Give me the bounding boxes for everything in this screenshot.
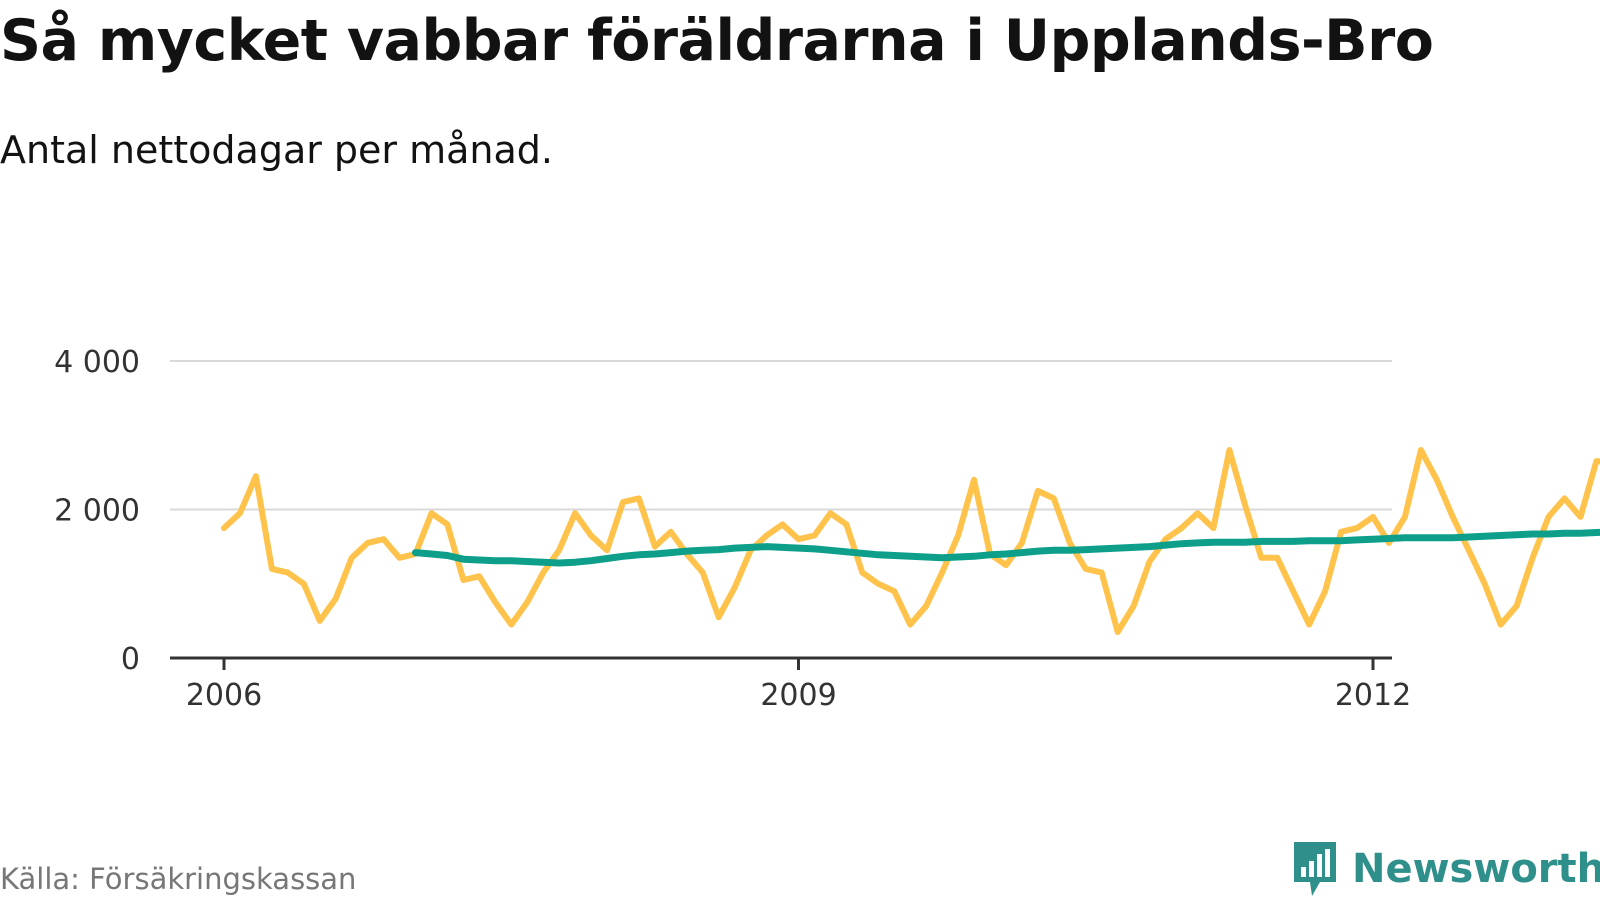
source-note: Källa: Försäkringskassan [0, 862, 357, 896]
series-line-trend [412, 528, 1600, 567]
x-tick-label: 2009 [760, 678, 836, 713]
brand-name: Newsworthy [1352, 846, 1600, 892]
x-axis: 2006200920122015201820212023 [170, 656, 1411, 713]
x-tick-label: 2006 [186, 678, 262, 713]
y-axis-tick-labels: 0 2 000 4 000 [54, 345, 140, 677]
x-tick-label: 2012 [1335, 678, 1411, 713]
chart-title: Så mycket vabbar föräldrarna i Upplands-… [0, 8, 1434, 74]
y-tick-label: 2 000 [54, 494, 140, 529]
y-tick-label: 0 [121, 642, 140, 677]
series-lines [221, 447, 1600, 635]
y-tick-label: 4 000 [54, 345, 140, 380]
series-line-per-manad [221, 447, 1600, 635]
newsworthy-logo-icon [1294, 842, 1336, 896]
gridlines [170, 360, 1392, 511]
newsworthy-brand: Newsworthy [1290, 840, 1600, 898]
chart-subtitle: Antal nettodagar per månad. [0, 128, 554, 172]
